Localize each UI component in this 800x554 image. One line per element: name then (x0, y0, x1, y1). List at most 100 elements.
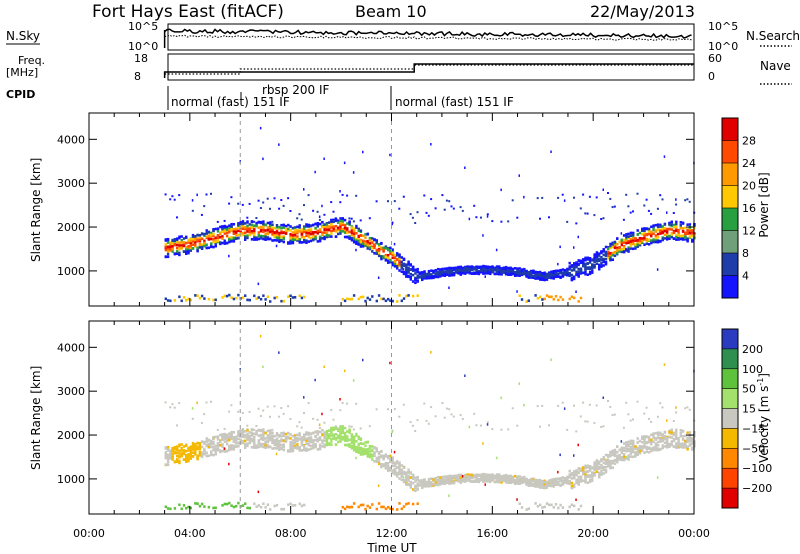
velocity-cell-1913 (584, 475, 587, 478)
power-cell-568 (284, 232, 288, 235)
power-cell-62 (176, 237, 179, 240)
velocity-cell-1085 (398, 465, 401, 469)
power-cell-1090 (398, 253, 401, 256)
velocity-cell-10 (164, 401, 167, 404)
velocity-cell-1087 (398, 463, 401, 467)
power-cell-237 (214, 244, 217, 248)
velocity-cell-1675 (532, 479, 535, 482)
power-cell-382 (246, 236, 249, 240)
velocity-cell-473 (264, 444, 267, 447)
velocity-cell-1037 (387, 408, 389, 411)
velocity-cell-686 (312, 443, 315, 447)
power-cell-1919 (584, 212, 587, 215)
power-cell-2011 (607, 256, 610, 259)
velocity-cell-1362 (459, 414, 462, 417)
power-cell-106 (187, 251, 190, 255)
power-cell-1348 (457, 267, 460, 270)
velocity-cell-1792 (557, 470, 559, 474)
noise-search-trace (164, 34, 692, 41)
velocity-cell-760 (328, 442, 331, 445)
power-cell-515 (273, 235, 276, 238)
power-cell-1251 (434, 269, 437, 272)
velocity-cell-1898 (579, 415, 582, 418)
velocity-cell-870 (350, 505, 354, 509)
velocity-cell-455 (262, 430, 265, 433)
power-cbar-swatch-6 (722, 253, 738, 276)
velocity-cell-659 (305, 449, 308, 452)
velocity-cell-888 (355, 450, 358, 453)
velocity-cell-191 (205, 451, 208, 455)
power-cell-1273 (439, 272, 442, 276)
power-cell-2243 (661, 228, 664, 232)
power-cell-747 (325, 222, 329, 225)
power-cell-1159 (414, 281, 417, 284)
power-cell-424 (255, 224, 258, 228)
velocity-cell-2047 (613, 413, 616, 416)
power-cell-483 (266, 232, 270, 235)
power-cell-859 (348, 298, 351, 301)
velocity-cell-1095 (400, 478, 403, 481)
power-cell-854 (348, 220, 351, 223)
velocity-cell-1701 (539, 482, 542, 486)
velocity-cell-770 (330, 431, 333, 434)
velocity-cell-811 (339, 440, 342, 443)
power-cell-1469 (484, 269, 487, 273)
power-cell-648 (303, 225, 306, 228)
power-cell-1945 (591, 266, 594, 270)
power-cell-1738 (545, 294, 549, 297)
power-cell-2121 (632, 236, 635, 240)
velocity-cell-1901 (582, 479, 585, 483)
power-cell-993 (377, 249, 381, 252)
velocity-cell-847 (346, 402, 349, 405)
vel-cbar-swatch-2 (722, 368, 738, 390)
velocity-cell-196 (205, 443, 208, 447)
velocity-cell-278 (223, 502, 226, 506)
velocity-cell-1195 (421, 486, 424, 489)
velocity-cell-1674 (532, 482, 535, 486)
velocity-cell-1930 (588, 480, 592, 484)
velocity-cell-585 (289, 437, 292, 440)
velocity-cell-764 (328, 436, 331, 440)
vel-cbar-tick-label-1: 100 (742, 363, 763, 376)
velocity-cell-1679 (534, 478, 537, 482)
power-cell-2131 (634, 247, 637, 250)
velocity-cell-2183 (645, 406, 648, 409)
power-cell-1371 (461, 271, 465, 275)
velocity-cell-2162 (641, 447, 644, 451)
power-cell-1334 (452, 207, 455, 210)
velocity-cell-2174 (645, 450, 648, 453)
power-cell-39 (171, 248, 174, 251)
power-cell-2062 (618, 248, 621, 251)
velocity-cell-557 (282, 434, 285, 437)
power-cell-1636 (523, 271, 526, 275)
power-cell-1236 (430, 143, 432, 146)
power-cell-1883 (577, 272, 580, 276)
power-cell-953 (368, 247, 372, 251)
velocity-cell-1275 (441, 477, 444, 481)
velocity-cell-1235 (430, 406, 433, 409)
power-cell-1282 (441, 273, 444, 277)
velocity-cell-261 (221, 443, 224, 446)
velocity-cell-414 (253, 436, 256, 440)
power-cell-1063 (393, 253, 397, 257)
power-cell-1557 (504, 266, 508, 270)
velocity-cell-2340 (684, 446, 687, 449)
velocity-cell-1705 (539, 481, 542, 484)
x-tick-label-2: 08:00 (275, 527, 307, 540)
power-cell-303 (230, 222, 233, 226)
power-cell-2327 (679, 223, 682, 227)
velocity-cell-1077 (396, 460, 399, 463)
power-cell-119 (189, 244, 192, 247)
power-cell-892 (355, 194, 358, 197)
velocity-cell-2145 (636, 400, 639, 403)
power-cell-1253 (434, 273, 437, 276)
power-cell-197 (205, 232, 208, 235)
power-cell-2147 (638, 243, 642, 247)
velocity-cell-177 (200, 502, 204, 506)
power-cell-2013 (607, 252, 610, 255)
velocity-cell-444 (259, 428, 263, 432)
power-cell-2125 (632, 233, 635, 236)
velocity-cell-2268 (666, 436, 669, 440)
power-cell-1201 (423, 272, 426, 276)
velocity-cell-621 (296, 438, 299, 441)
